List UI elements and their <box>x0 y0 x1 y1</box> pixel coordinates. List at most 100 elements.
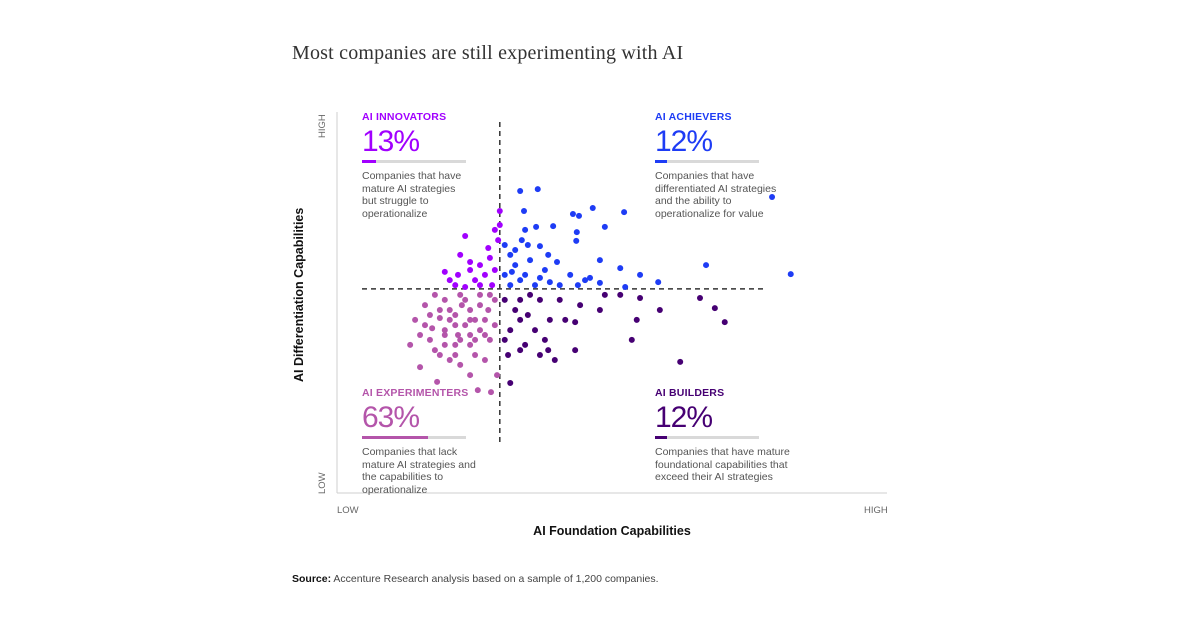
data-point-ai-builders <box>536 352 543 359</box>
quadrant-percent: 63% <box>362 401 420 434</box>
data-point-ai-experimenters <box>457 361 464 368</box>
data-point-ai-builders <box>633 316 640 323</box>
data-point-ai-achievers <box>655 279 662 286</box>
data-point-ai-achievers <box>536 274 543 281</box>
data-point-ai-innovators <box>455 271 461 278</box>
data-point-ai-achievers <box>787 271 794 278</box>
data-point-ai-innovators <box>467 266 474 273</box>
x-axis-label: AI Foundation Capabilities <box>533 524 691 538</box>
data-point-ai-achievers <box>534 186 541 193</box>
data-point-ai-innovators <box>462 232 469 239</box>
data-point-ai-achievers <box>507 282 514 289</box>
share-bar-fill <box>362 436 428 439</box>
data-point-ai-achievers <box>507 251 514 258</box>
data-point-ai-experimenters <box>467 372 474 379</box>
quadrant-builders: AI BUILDERS 12% Companies that have matu… <box>655 387 790 484</box>
data-point-ai-achievers <box>567 271 574 278</box>
data-point-ai-builders <box>601 291 608 298</box>
data-point-ai-builders <box>556 296 563 303</box>
data-point-ai-experimenters <box>467 341 474 348</box>
quadrant-description: Companies that have mature AI strategies… <box>362 170 462 220</box>
quadrant-achievers: AI ACHIEVERS 12% Companies that have dif… <box>655 111 777 220</box>
data-point-ai-builders <box>545 347 552 354</box>
x-tick-high: HIGH <box>864 505 888 516</box>
data-point-ai-experimenters <box>422 322 428 329</box>
data-point-ai-builders <box>546 316 553 323</box>
data-point-ai-builders <box>677 358 684 365</box>
data-point-ai-achievers <box>601 223 608 230</box>
quadrant-description: Companies that have mature foundational … <box>655 446 790 483</box>
data-point-ai-achievers <box>550 223 557 230</box>
data-point-ai-experimenters <box>441 296 448 303</box>
data-point-ai-innovators <box>446 277 453 284</box>
data-point-ai-builders <box>527 291 534 298</box>
data-point-ai-experimenters <box>426 336 433 343</box>
data-point-ai-builders <box>577 302 584 309</box>
data-point-ai-experimenters <box>452 311 459 318</box>
data-point-ai-achievers <box>589 204 596 211</box>
data-point-ai-innovators <box>477 262 483 269</box>
data-point-ai-experimenters <box>436 314 443 321</box>
data-point-ai-innovators <box>441 268 448 275</box>
data-point-ai-experimenters <box>429 325 436 332</box>
data-point-ai-experimenters <box>486 291 493 298</box>
data-point-ai-experimenters <box>477 291 483 298</box>
data-point-ai-experimenters <box>412 316 419 323</box>
share-bar-fill <box>655 436 668 439</box>
data-point-ai-achievers <box>587 274 593 281</box>
data-point-ai-experimenters <box>446 307 453 314</box>
data-point-ai-achievers <box>536 243 543 250</box>
data-point-ai-experimenters <box>481 316 488 323</box>
data-point-ai-experimenters <box>441 341 448 348</box>
data-point-ai-achievers <box>556 282 563 289</box>
data-point-ai-experimenters <box>458 302 465 309</box>
quadrant-percent: 12% <box>655 125 713 158</box>
data-point-ai-experimenters <box>431 347 438 354</box>
data-point-ai-achievers <box>522 226 529 233</box>
y-tick-high: HIGH <box>317 114 328 138</box>
data-point-ai-innovators <box>462 283 469 290</box>
data-point-ai-achievers <box>554 259 560 266</box>
data-point-ai-experimenters <box>446 356 453 363</box>
data-point-ai-experimenters <box>417 331 424 338</box>
data-point-ai-experimenters <box>417 364 424 371</box>
y-tick-low: LOW <box>317 472 328 494</box>
data-point-ai-achievers <box>533 223 540 230</box>
data-point-ai-achievers <box>582 277 589 284</box>
share-bar <box>655 436 759 439</box>
data-point-ai-achievers <box>596 257 603 264</box>
data-point-ai-builders <box>596 307 603 314</box>
data-point-ai-builders <box>501 336 508 343</box>
data-point-ai-achievers <box>769 194 776 201</box>
quadrant-description: Companies that lack mature AI strategies… <box>362 446 476 496</box>
data-point-ai-experimenters <box>452 341 459 348</box>
data-point-ai-experimenters <box>494 372 501 379</box>
y-axis-label: AI Differentiation Capabilities <box>292 207 306 382</box>
data-point-ai-experimenters <box>452 352 459 359</box>
data-point-ai-builders <box>572 347 579 354</box>
data-point-ai-experimenters <box>488 389 494 396</box>
data-point-ai-experimenters <box>441 331 448 338</box>
data-point-ai-experimenters <box>422 302 428 309</box>
data-point-ai-builders <box>536 296 543 303</box>
data-point-ai-experimenters <box>472 336 479 343</box>
data-point-ai-builders <box>637 294 644 301</box>
data-point-ai-experimenters <box>474 387 481 394</box>
data-point-ai-experimenters <box>462 296 469 303</box>
data-point-ai-experimenters <box>467 316 474 323</box>
data-point-ai-innovators <box>481 271 488 278</box>
data-point-ai-builders <box>512 307 519 314</box>
points-layer <box>407 186 794 396</box>
quadrant-name: AI BUILDERS <box>655 387 725 399</box>
data-point-ai-experimenters <box>467 331 474 338</box>
data-point-ai-achievers <box>517 277 524 284</box>
data-point-ai-experimenters <box>481 356 488 363</box>
source-text: Accenture Research analysis based on a s… <box>331 573 659 585</box>
data-point-ai-builders <box>507 327 514 334</box>
data-point-ai-experimenters <box>436 352 443 359</box>
data-point-ai-experimenters <box>457 291 464 298</box>
data-point-ai-experimenters <box>485 307 492 314</box>
data-point-ai-achievers <box>532 282 538 289</box>
quadrant-percent: 12% <box>655 401 713 434</box>
